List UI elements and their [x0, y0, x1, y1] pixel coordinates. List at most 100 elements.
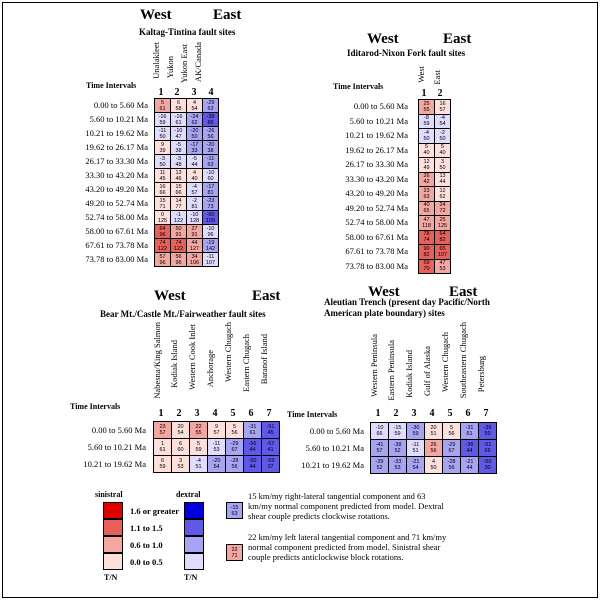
normal-value: 40	[423, 150, 430, 157]
grid-cell: -3 48	[170, 154, 187, 169]
grid-cell: -39 52	[370, 456, 389, 474]
grid-cell: 40 65	[418, 200, 435, 216]
grid-row: 57 96 56 96 34 106 -11 107	[154, 252, 219, 267]
tangential-value: 5	[196, 441, 201, 447]
east-label: East	[213, 7, 242, 23]
column-number: 1	[158, 87, 164, 98]
grid-cell: 5 56	[225, 421, 244, 439]
tangential-value: 12	[423, 158, 430, 165]
column-label: Western Peninsula	[369, 334, 379, 397]
tangential-value: -21	[465, 459, 474, 465]
panel-title: Iditarod-Nixon Fork fault sites	[347, 48, 466, 58]
normal-value: 70	[423, 266, 430, 273]
normal-value: 47	[175, 133, 182, 140]
grid-row: -41 57 -38 52 -11 51 26 56 -29 67 -36 44 -51 69	[370, 439, 497, 457]
row-label: 10.21 to 19.62 Ma	[345, 130, 408, 141]
grid-cell: 16 57	[434, 99, 451, 115]
tangential-value: -17	[190, 141, 199, 148]
tangential-value: -11	[206, 253, 215, 260]
tangential-value: -4	[440, 115, 445, 122]
grid-cell: -50 44	[243, 455, 262, 473]
normal-value: 128	[189, 217, 200, 224]
grid-cell: 64 82	[434, 229, 451, 245]
row-label: 49.20 to 52.74 Ma	[85, 198, 148, 208]
grid-cell: 13 46	[170, 168, 187, 183]
grid-cell: -17 81	[202, 182, 219, 197]
normal-value: 56	[231, 430, 238, 436]
grid-cell: 64 96	[154, 224, 171, 239]
normal-value: 125	[437, 222, 448, 229]
column-number: 4	[429, 408, 435, 419]
grid-row: 26 42 13 44	[418, 171, 451, 187]
row-label: 73.78 to 83.00 Ma	[85, 254, 148, 264]
grid-cell: 3 53	[171, 455, 190, 473]
grid-row: 5 61 6 58 4 54 -29 63	[154, 98, 219, 113]
grid-cell: -11 50	[154, 126, 171, 141]
grid-cell: 26 56	[424, 439, 443, 457]
column-label: Nabesna/King Salmon	[152, 322, 162, 399]
normal-value: 127	[189, 245, 200, 252]
grid-row: 6 59 3 53 -4 51 -20 54 -28 56 -50 44 -59 37	[153, 455, 280, 473]
row-label: 0.00 to 5.60 Ma	[91, 424, 146, 435]
grid-row: 23 57 20 54 22 55 9 57 5 56 -31 61 -51 45	[153, 421, 280, 439]
grid-cell: -11 51	[406, 439, 425, 457]
tangential-value: -50	[248, 458, 257, 464]
legend-sinistral-title: sinistral	[95, 490, 123, 499]
grid-cell: 34 106	[186, 252, 203, 267]
tangential-value: 25	[423, 100, 430, 107]
normal-value: 118	[422, 222, 431, 229]
tangential-value: 9	[160, 141, 165, 148]
grid-cell: 90 82	[418, 244, 435, 260]
tangential-value: -11	[212, 441, 221, 447]
grid-row: 0 125 -1 122 -10 128 -60 109	[154, 210, 219, 225]
grid-cell: 47 118	[418, 215, 435, 231]
tangential-value: -39	[483, 425, 492, 431]
grid-cell: 12 49	[418, 157, 435, 173]
column-label: Anchorage	[205, 350, 215, 388]
tangential-value: -5	[192, 155, 197, 162]
tangential-value: -36	[465, 442, 474, 448]
row-label: 10.21 to 19.62 Ma	[85, 128, 148, 138]
normal-value: 51	[195, 464, 202, 470]
column-labels: Nabesna/King Salmon Kodiak Island Wester…	[150, 320, 280, 406]
grid-cell: -11 53	[207, 438, 226, 456]
grid-cell: 3 50	[434, 157, 451, 173]
grid-cell: -31 61	[243, 421, 262, 439]
row-label: 67.61 to 73.78 Ma	[85, 240, 148, 250]
west-label: West	[154, 288, 186, 304]
grid-cell: -10 128	[186, 210, 203, 225]
grid-cell: 5 59	[189, 438, 208, 456]
grid-row: 5 40 5 40	[418, 142, 451, 158]
tangential-value: 14	[175, 197, 182, 204]
column-number: 6	[465, 408, 471, 419]
column-label: Western Chugach	[440, 332, 450, 392]
tangential-value: -15	[230, 504, 239, 511]
normal-value: 63	[231, 510, 238, 517]
tangential-value: 6	[178, 441, 183, 447]
tangential-value: -20	[206, 141, 215, 148]
tangential-value: 34	[191, 253, 198, 260]
example-cell: 22 71	[226, 544, 243, 561]
row-label: 19.62 to 26.17 Ma	[345, 144, 408, 155]
normal-value: 59	[159, 464, 166, 470]
normal-value: 61	[249, 430, 256, 436]
grid-cell: 9 57	[207, 421, 226, 439]
grid-cell: 1 61	[153, 438, 172, 456]
column-label: Yukon East	[179, 44, 189, 83]
grid-cell: -10 96	[202, 224, 219, 239]
tangential-value: 65	[439, 245, 446, 252]
tangential-value: 40	[423, 202, 430, 209]
normal-value: 38	[207, 147, 214, 154]
normal-value: 63	[207, 105, 214, 112]
tangential-value: -10	[375, 425, 384, 431]
grid-cell: -5 44	[186, 154, 203, 169]
grid-cell: -4 54	[434, 113, 451, 129]
grid-row: 23 63 12 62	[418, 186, 451, 202]
time-intervals-header: Time Intervals	[333, 82, 384, 91]
west-label: West	[368, 284, 400, 300]
normal-value: 50	[439, 135, 446, 142]
column-number: 1	[375, 408, 381, 419]
normal-value: 55	[423, 106, 430, 113]
grid-cell: -8 59	[418, 113, 435, 129]
column-label: AK/Canada	[193, 42, 203, 83]
